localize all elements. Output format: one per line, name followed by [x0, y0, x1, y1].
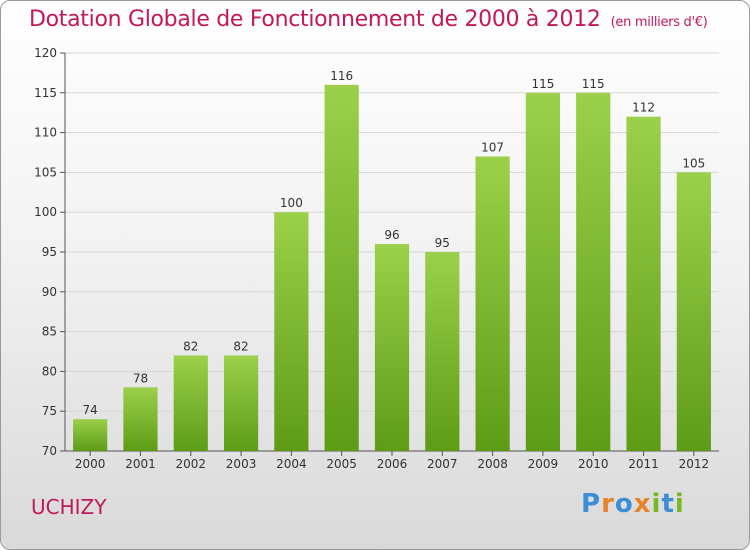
bar	[274, 212, 309, 451]
logo-letter: P	[581, 489, 602, 519]
x-tick-label: 2007	[427, 457, 458, 471]
x-tick-label: 2008	[477, 457, 508, 471]
bar	[626, 116, 661, 452]
y-tick-label: 80	[42, 364, 57, 378]
x-tick-label: 2011	[628, 457, 659, 471]
x-tick-label: 2004	[276, 457, 307, 471]
data-label: 105	[682, 156, 705, 170]
chart-title: Dotation Globale de Fonctionnement de 20…	[29, 7, 708, 32]
data-label: 96	[384, 228, 399, 242]
x-tick-label: 2009	[528, 457, 559, 471]
data-label: 107	[481, 140, 504, 154]
bar	[173, 355, 208, 451]
data-label: 78	[133, 371, 148, 385]
logo-letter: i	[651, 489, 662, 519]
y-tick-label: 85	[42, 325, 57, 339]
y-tick-label: 120	[34, 46, 57, 60]
bar	[525, 92, 561, 452]
bar	[676, 172, 711, 451]
y-tick-label: 110	[34, 126, 57, 140]
chart-unit: (en milliers d'€)	[610, 15, 708, 30]
bar	[425, 252, 460, 451]
y-tick-label: 100	[34, 205, 57, 219]
x-tick-label: 2010	[578, 457, 609, 471]
bar	[324, 84, 359, 451]
bar	[374, 244, 410, 451]
bar	[73, 419, 108, 451]
x-tick-label: 2003	[226, 457, 257, 471]
y-tick-label: 90	[42, 285, 57, 299]
x-tick-label: 2001	[125, 457, 156, 471]
x-tick-label: 2012	[679, 457, 710, 471]
y-tick-label: 75	[42, 404, 57, 418]
x-tick-label: 2005	[326, 457, 357, 471]
logo-letter: t	[661, 489, 675, 519]
data-label: 82	[183, 339, 198, 353]
data-label: 82	[233, 339, 248, 353]
city-name: UCHIZY	[31, 495, 107, 519]
bar	[223, 355, 259, 451]
data-label: 115	[582, 77, 605, 91]
bar	[576, 92, 611, 452]
bar	[123, 387, 158, 451]
data-label: 112	[632, 101, 655, 115]
y-tick-label: 115	[34, 86, 57, 100]
logo-letter: i	[674, 489, 685, 519]
y-tick-label: 95	[42, 245, 57, 259]
data-label: 100	[280, 196, 303, 210]
x-tick-label: 2006	[377, 457, 408, 471]
y-tick-label: 105	[34, 165, 57, 179]
data-label: 115	[531, 77, 554, 91]
chart-title-text: Dotation Globale de Fonctionnement de 20…	[29, 7, 601, 32]
logo-letter: r	[601, 489, 615, 519]
data-label: 95	[435, 236, 450, 250]
data-label: 116	[330, 69, 353, 83]
logo-letter: x	[633, 489, 652, 519]
bar	[475, 156, 510, 452]
y-tick-label: 70	[42, 444, 57, 458]
x-tick-label: 2000	[75, 457, 106, 471]
data-label: 74	[83, 403, 98, 417]
x-tick-label: 2002	[175, 457, 206, 471]
logo-letter: o	[614, 489, 634, 519]
proxiti-logo: Proxiti	[581, 489, 685, 519]
